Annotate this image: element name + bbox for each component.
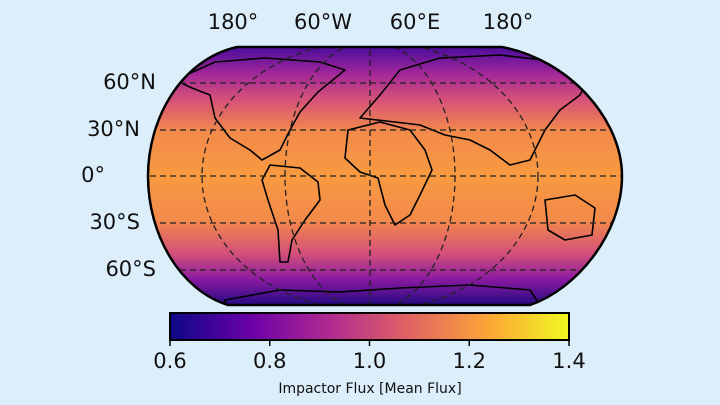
colorbar-tick-label: 1.0 xyxy=(353,349,386,373)
colorbar-tick-label: 0.8 xyxy=(253,349,286,373)
colorbar-tick-label: 0.6 xyxy=(153,349,186,373)
latitude-label: 0° xyxy=(81,163,105,187)
map xyxy=(146,45,624,307)
latitude-label: 60°N xyxy=(103,70,156,94)
land-outlines xyxy=(174,54,596,305)
longitude-label: 60°W xyxy=(294,10,352,34)
latitude-label: 30°S xyxy=(89,210,140,234)
colorbar-tick-label: 1.2 xyxy=(453,349,486,373)
south-america xyxy=(261,164,321,263)
graticule xyxy=(148,47,622,305)
north-america xyxy=(174,57,346,161)
longitude-label: 180° xyxy=(483,10,534,34)
australia xyxy=(544,194,596,241)
latitude-label: 30°N xyxy=(87,117,140,141)
map-border xyxy=(146,45,624,307)
colorbar xyxy=(169,312,570,341)
eurasia xyxy=(359,54,591,166)
longitude-label: 180° xyxy=(208,10,259,34)
latitude-label: 60°S xyxy=(105,257,156,281)
colorbar-tick-label: 1.4 xyxy=(552,349,585,373)
meridian xyxy=(201,47,539,305)
longitude-label: 60°E xyxy=(390,10,441,34)
colorbar-label: Impactor Flux [Mean Flux] xyxy=(278,381,461,397)
